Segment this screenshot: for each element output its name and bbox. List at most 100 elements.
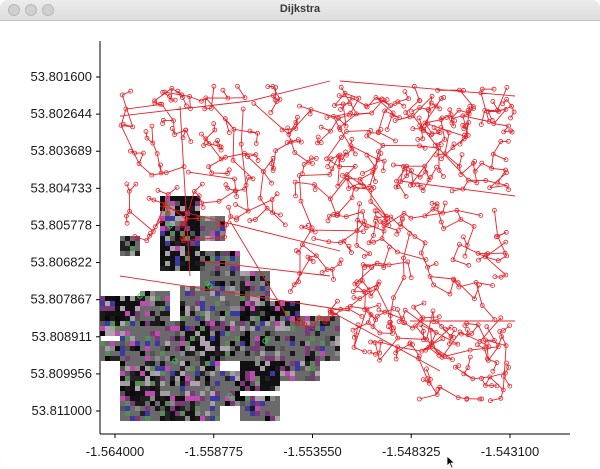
graph-node — [418, 184, 424, 190]
graph-node — [504, 182, 510, 188]
graph-node — [349, 250, 354, 255]
graph-node — [472, 158, 478, 164]
graph-node — [404, 173, 410, 179]
graph-node — [422, 120, 428, 126]
graph-node — [461, 88, 466, 93]
y-tick-label: 53.809956 — [31, 366, 92, 381]
graph-node — [421, 300, 427, 306]
graph-node — [408, 215, 414, 221]
graph-node — [413, 323, 418, 329]
graph-node — [315, 134, 321, 140]
graph-node — [448, 112, 454, 117]
graph-node — [252, 217, 258, 222]
graph-node — [461, 371, 467, 377]
graph-node — [336, 93, 342, 98]
graph-node — [297, 270, 303, 276]
graph-node — [498, 274, 504, 280]
graph-node — [411, 304, 417, 310]
graph-node — [410, 126, 416, 132]
graph-node — [349, 195, 355, 201]
zoom-window-button[interactable] — [42, 4, 54, 16]
graph-node — [356, 95, 362, 101]
graph-node — [416, 115, 422, 121]
graph-node — [313, 155, 319, 161]
graph-node — [265, 84, 271, 89]
graph-node — [308, 155, 314, 161]
graph-node — [253, 152, 259, 158]
graph-node — [491, 337, 497, 343]
noise-tile — [200, 401, 220, 421]
graph-node — [369, 110, 375, 116]
graph-node — [220, 87, 226, 93]
graph-node — [440, 336, 446, 342]
graph-node — [370, 170, 376, 175]
graph-node — [355, 217, 361, 223]
noise-tile — [160, 396, 200, 421]
graph-node — [316, 315, 322, 321]
graph-node — [360, 209, 366, 215]
graph-node — [223, 182, 229, 188]
graph-node — [434, 204, 440, 209]
graph-node — [368, 187, 374, 193]
graph-node — [451, 334, 457, 340]
close-window-button[interactable] — [8, 4, 20, 16]
graph-node — [454, 207, 460, 213]
graph-node — [418, 316, 424, 322]
graph-node — [397, 115, 403, 121]
graph-node — [449, 357, 455, 363]
graph-node — [367, 251, 373, 257]
graph-node — [498, 139, 504, 144]
graph-node — [361, 219, 367, 225]
graph-node — [373, 218, 379, 224]
graph-node — [476, 257, 481, 263]
plot-frame — [99, 41, 570, 435]
graph-node — [299, 242, 305, 248]
minimize-window-button[interactable] — [25, 4, 37, 16]
graph-node — [136, 161, 142, 167]
graph-node — [451, 277, 457, 283]
graph-node — [482, 382, 488, 388]
graph-node — [451, 123, 457, 129]
graph-node — [352, 151, 358, 157]
graph-node — [422, 213, 428, 219]
graph-node — [377, 357, 383, 363]
graph-node — [447, 107, 453, 113]
graph-node — [179, 222, 185, 228]
graph-node — [382, 108, 388, 114]
graph-node — [209, 170, 215, 176]
graph-node — [305, 222, 311, 228]
graph-node — [371, 239, 377, 245]
graph-node — [298, 198, 304, 204]
title-bar[interactable]: Dijkstra — [0, 0, 600, 21]
graph-node — [343, 129, 349, 134]
graph-node — [354, 279, 360, 285]
noise-tile — [200, 371, 240, 406]
graph-node — [191, 188, 197, 194]
graph-node — [270, 84, 276, 89]
graph-node — [124, 181, 130, 187]
noise-tile — [120, 401, 160, 421]
graph-node — [333, 312, 339, 318]
x-tick-label: -1.558775 — [184, 444, 243, 459]
graph-node — [508, 128, 514, 134]
graph-node — [478, 122, 484, 127]
graph-node — [211, 121, 217, 127]
graph-node — [377, 330, 383, 336]
graph-node — [354, 242, 360, 248]
graph-node — [428, 174, 434, 180]
graph-node — [503, 229, 509, 235]
graph-node — [424, 337, 430, 342]
graph-node — [436, 314, 442, 320]
graph-node — [146, 233, 152, 239]
graph-node — [503, 157, 509, 163]
graph-node — [230, 157, 236, 163]
graph-node — [455, 341, 461, 347]
graph-node — [387, 313, 393, 318]
graph-node — [199, 200, 205, 206]
graph-node — [394, 231, 400, 237]
graph-node — [247, 218, 253, 223]
graph-node — [203, 95, 209, 101]
graph-node — [367, 349, 373, 355]
graph-node — [370, 324, 376, 329]
graph-node — [292, 179, 298, 185]
